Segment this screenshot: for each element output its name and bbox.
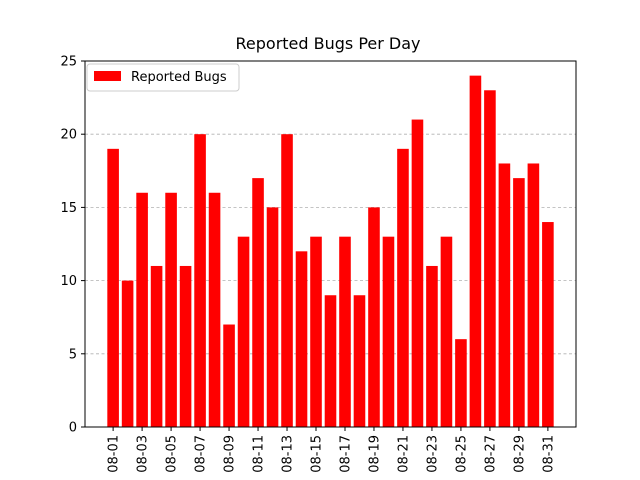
- legend-box: [86, 63, 240, 92]
- bar-08-18: [353, 295, 366, 427]
- y-tick-label: 5: [69, 347, 77, 362]
- bar-08-09: [223, 324, 235, 427]
- bar-08-06: [179, 265, 192, 427]
- bar-08-27: [484, 90, 496, 427]
- bar-08-07: [194, 134, 206, 427]
- y-tick-label: 20: [60, 128, 77, 143]
- bar-08-30: [527, 163, 540, 428]
- x-tick-label: 08-05: [165, 435, 180, 473]
- bar-08-15: [310, 236, 322, 427]
- bar-08-05: [165, 192, 177, 427]
- x-tick-label: 08-19: [367, 435, 382, 473]
- bar-08-25: [455, 339, 467, 427]
- bar-08-04: [150, 265, 163, 427]
- bar-08-28: [498, 163, 511, 428]
- x-tick-label: 08-03: [136, 435, 151, 473]
- x-tick-label: 08-15: [310, 435, 325, 473]
- x-tick-label: 08-01: [107, 435, 122, 473]
- y-tick-label: 0: [69, 421, 77, 436]
- plot-frame: [84, 60, 577, 428]
- x-tick-label: 08-29: [512, 435, 527, 473]
- x-tick-label: 08-17: [338, 435, 353, 473]
- x-tick-label: 08-23: [425, 435, 440, 473]
- bar-08-03: [136, 192, 148, 427]
- bars: [107, 75, 554, 428]
- bar-08-13: [281, 134, 293, 427]
- bar-08-31: [542, 222, 554, 427]
- x-tick-label: 08-21: [396, 435, 411, 473]
- bar-08-11: [252, 178, 264, 427]
- bar-08-17: [339, 236, 351, 427]
- bar-08-08: [208, 192, 221, 427]
- bar-08-20: [382, 236, 395, 427]
- x-tick-label: 08-11: [252, 435, 267, 473]
- bar-08-22: [411, 119, 424, 427]
- bar-08-14: [295, 251, 308, 427]
- x-axis: 08-01 08-03 08-05 08-07 08-09 08-11 08-13 08-15…: [107, 427, 556, 473]
- x-tick-label: 08-13: [281, 435, 296, 473]
- x-tick-label: 08-31: [541, 435, 556, 473]
- x-tick-label: 08-09: [223, 435, 238, 473]
- y-tick-label: 25: [60, 55, 77, 70]
- legend-label: Reported Bugs: [131, 70, 227, 85]
- x-tick-label: 08-07: [194, 435, 209, 473]
- bar-08-19: [368, 207, 380, 427]
- bar-08-29: [513, 178, 525, 427]
- bar-08-26: [469, 75, 482, 427]
- y-axis: 0 5 10 15 20 25: [60, 55, 85, 436]
- chart-title: Reported Bugs Per Day: [236, 34, 421, 53]
- bar-08-12: [266, 207, 279, 427]
- legend: Reported Bugs: [86, 63, 240, 92]
- bar-08-01: [107, 148, 119, 427]
- y-tick-label: 15: [60, 201, 77, 216]
- bar-08-02: [121, 280, 134, 427]
- y-tick-label: 10: [60, 274, 77, 289]
- legend-swatch: [94, 71, 121, 81]
- bar-08-16: [324, 295, 337, 427]
- x-tick-label: 08-27: [483, 435, 498, 473]
- bar-08-24: [440, 236, 453, 427]
- x-tick-label: 08-25: [454, 435, 469, 473]
- bar-08-21: [397, 148, 409, 427]
- bar-08-23: [426, 265, 438, 427]
- bar-08-10: [237, 236, 250, 427]
